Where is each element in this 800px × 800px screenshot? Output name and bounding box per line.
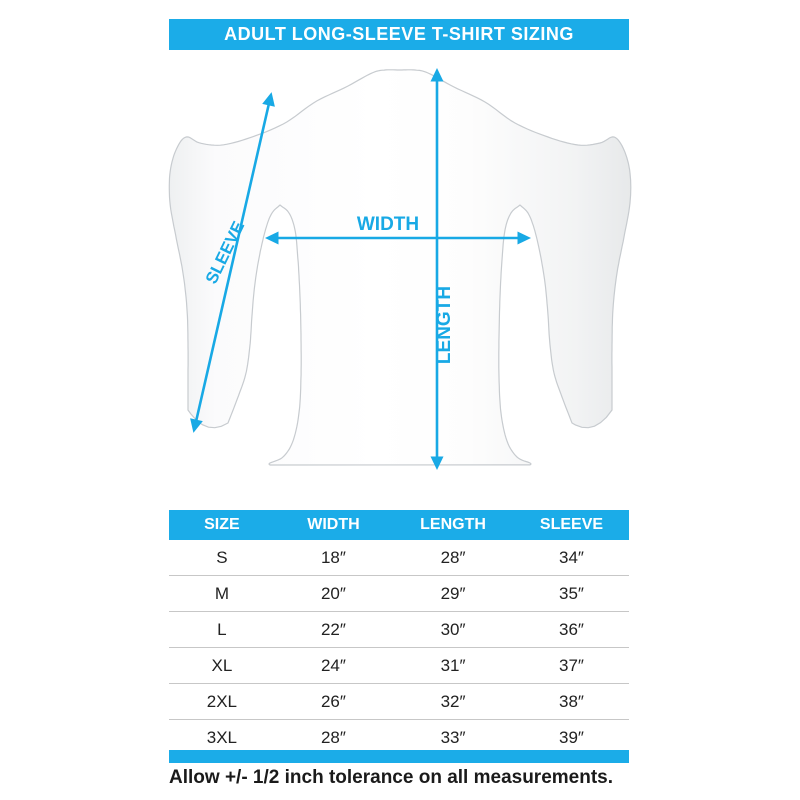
svg-text:LENGTH: LENGTH: [434, 286, 455, 364]
svg-text:WIDTH: WIDTH: [357, 214, 419, 235]
